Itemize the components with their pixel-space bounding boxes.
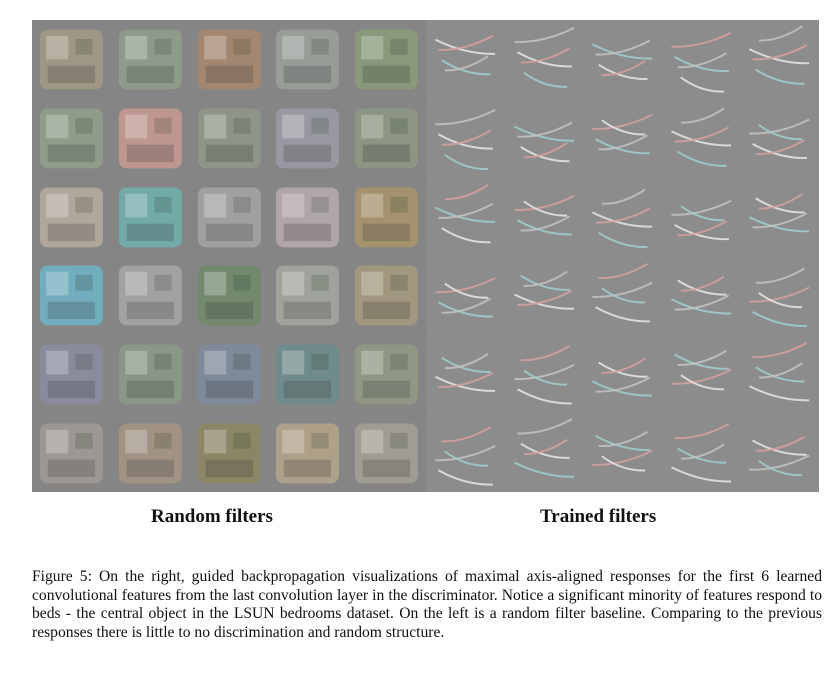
panel-labels: Random filters Trained filters: [0, 506, 833, 536]
trained-filter-tile: [661, 334, 741, 414]
random-filter-tile: [189, 177, 269, 257]
random-filters-label: Random filters: [151, 506, 273, 527]
trained-filter-tile: [426, 98, 505, 178]
trained-filter-tile: [740, 413, 819, 492]
figure-caption: Figure 5: On the right, guided backpropa…: [32, 568, 822, 641]
trained-filter-tile: [426, 413, 505, 492]
random-filter-tile: [189, 20, 269, 99]
random-filter-tile: [32, 335, 111, 415]
trained-filter-tile: [504, 98, 584, 178]
trained-filter-tile: [740, 177, 819, 256]
trained-filter-tile: [740, 20, 819, 99]
random-filter-tile: [32, 20, 111, 99]
random-filter-tile: [268, 335, 348, 415]
trained-filter-tile: [504, 255, 584, 335]
random-filter-tile: [268, 98, 348, 178]
trained-filter-tile: [740, 98, 819, 178]
random-filter-tile: [110, 414, 190, 492]
trained-filter-tile: [504, 177, 584, 256]
random-filter-tile: [347, 414, 426, 492]
random-filter-tile: [32, 256, 111, 336]
random-filter-tile: [189, 335, 269, 415]
random-filter-tile: [110, 177, 190, 257]
random-filter-tile: [347, 335, 426, 415]
trained-filter-tile: [504, 20, 584, 99]
trained-filter-tile: [583, 334, 662, 414]
trained-filter-tile: [426, 334, 505, 414]
random-filter-tile: [110, 256, 190, 336]
trained-filter-tile: [661, 413, 741, 492]
trained-filter-tile: [426, 177, 505, 256]
trained-filter-tile: [504, 334, 584, 414]
trained-filter-tile: [661, 177, 741, 256]
trained-filter-tile: [661, 255, 741, 335]
random-filter-tile: [110, 98, 190, 178]
random-filter-tile: [347, 256, 426, 336]
random-filter-tile: [189, 414, 269, 492]
figure-image: [32, 20, 819, 492]
trained-filter-tile: [583, 413, 662, 492]
trained-filter-tile: [740, 334, 819, 414]
random-filter-tile: [347, 177, 426, 257]
trained-filter-tile: [504, 413, 584, 492]
trained-filter-tile: [426, 255, 505, 335]
random-filters-panel: [32, 20, 426, 492]
random-filter-tile: [189, 256, 269, 336]
trained-filter-tile: [583, 255, 662, 335]
random-filter-tile: [347, 98, 426, 178]
random-filter-tile: [32, 177, 111, 257]
random-filter-tile: [268, 414, 348, 492]
trained-filter-tile: [661, 20, 741, 99]
random-filter-tile: [347, 20, 426, 99]
random-filter-tile: [189, 98, 269, 178]
random-filter-tile: [32, 98, 111, 178]
random-filter-tile: [110, 20, 190, 99]
random-filter-tile: [268, 177, 348, 257]
trained-filter-tile: [583, 177, 662, 256]
trained-filter-tile: [583, 20, 662, 99]
trained-filter-tile: [426, 20, 505, 99]
random-filter-tile: [268, 256, 348, 336]
trained-filters-panel: [426, 20, 819, 492]
trained-filter-tile: [583, 98, 662, 178]
trained-filter-tile: [661, 98, 741, 178]
trained-filters-label: Trained filters: [540, 506, 657, 527]
trained-filter-tile: [740, 255, 819, 335]
random-filter-tile: [268, 20, 348, 99]
random-filter-tile: [32, 414, 111, 492]
random-filter-tile: [110, 335, 190, 415]
